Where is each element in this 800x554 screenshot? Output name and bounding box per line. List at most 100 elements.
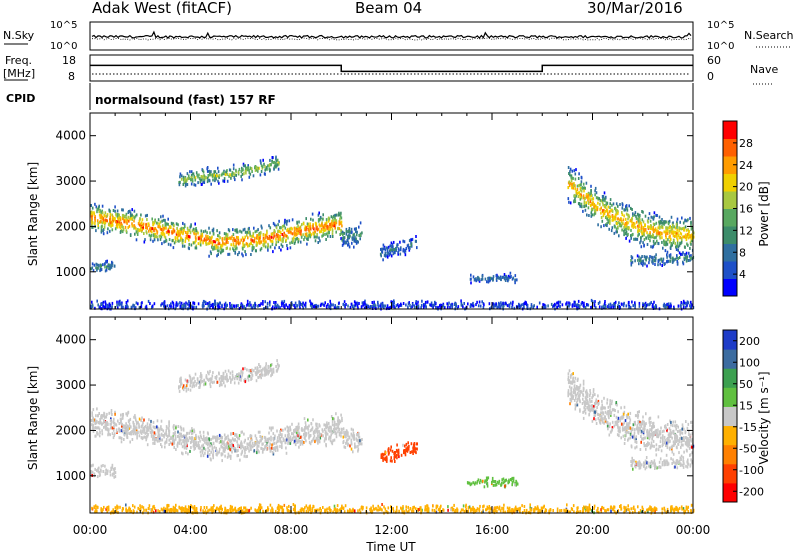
power-cell: [689, 246, 691, 250]
power-cell: [526, 306, 528, 310]
power-cell: [200, 178, 202, 182]
power-cell: [104, 300, 107, 304]
power-cell: [310, 305, 313, 308]
velocity-cell: [223, 375, 225, 379]
power-cell: [177, 302, 179, 306]
velocity-cell: [141, 437, 144, 441]
velocity-cell: [227, 434, 229, 438]
power-cell: [172, 238, 174, 242]
velocity-cell: [318, 432, 321, 436]
power-cell: [194, 178, 196, 182]
power-cell: [590, 306, 592, 309]
velocity-cell: [113, 425, 115, 428]
power-cell: [232, 167, 235, 171]
velocity-cell: [194, 372, 197, 376]
power-cell: [232, 228, 234, 232]
velocity-cell: [209, 457, 212, 461]
power-cell: [100, 268, 102, 272]
power-cell: [258, 239, 260, 243]
power-cell: [264, 245, 267, 249]
power-cell: [118, 213, 120, 217]
power-cell: [97, 206, 100, 210]
power-cell: [332, 224, 335, 228]
power-cell: [277, 223, 279, 227]
power-cell: [241, 168, 244, 172]
velocity-cell: [207, 450, 209, 454]
power-cell: [254, 304, 257, 307]
power-cell: [618, 301, 620, 305]
power-cell: [679, 236, 682, 239]
velocity-cell: [229, 376, 231, 380]
power-cell: [635, 220, 638, 224]
velocity-cell: [178, 385, 180, 389]
power-cell: [174, 240, 177, 243]
power-cell: [222, 170, 225, 174]
power-cell: [217, 166, 219, 170]
power-cell: [109, 219, 111, 223]
power-cell: [451, 304, 454, 308]
power-cell: [624, 217, 627, 221]
power-cell: [691, 303, 693, 307]
power-cell: [593, 303, 596, 307]
power-cell: [523, 306, 525, 310]
power-cell: [478, 278, 481, 282]
power-cell: [307, 238, 309, 241]
power-cell: [244, 243, 246, 247]
power-cell: [471, 303, 473, 307]
velocity-cell: [318, 430, 320, 434]
power-cell: [638, 224, 641, 228]
power-cell: [329, 235, 332, 238]
power-cell: [251, 248, 254, 252]
velocity-cell: [411, 450, 413, 454]
power-cell: [92, 225, 94, 229]
power-cell: [367, 304, 369, 308]
velocity-cell: [256, 439, 258, 443]
power-cell: [249, 232, 251, 236]
power-cell: [670, 227, 673, 231]
power-cell: [658, 258, 661, 262]
power-cell: [341, 230, 344, 234]
velocity-cell: [140, 431, 143, 435]
power-cell: [177, 234, 180, 238]
velocity-cell: [254, 371, 257, 375]
velocity-cell: [492, 483, 495, 487]
power-cell: [469, 303, 472, 307]
power-cell: [282, 234, 285, 238]
power-cell: [94, 222, 96, 225]
velocity-cell: [97, 421, 100, 425]
velocity-cell: [269, 368, 272, 372]
power-cell: [225, 234, 228, 238]
velocity-cell: [212, 441, 215, 445]
velocity-cell: [152, 434, 155, 438]
velocity-cell: [227, 369, 230, 373]
power-cell: [514, 278, 516, 282]
velocity-cell: [182, 452, 184, 456]
velocity-cell: [186, 379, 189, 383]
power-cell: [633, 222, 636, 226]
power-cell: [685, 251, 688, 255]
power-cell: [242, 254, 244, 258]
velocity-cell: [107, 430, 110, 434]
power-cell: [199, 235, 202, 239]
power-cell: [676, 225, 678, 229]
velocity-cell: [100, 414, 103, 418]
velocity-cell: [218, 371, 220, 375]
power-cell: [584, 204, 586, 208]
power-cell: [602, 214, 605, 218]
power-cell: [185, 301, 187, 305]
power-cell: [627, 221, 629, 225]
power-cell: [604, 197, 606, 201]
velocity-cell: [682, 443, 684, 447]
power-cell: [178, 239, 180, 243]
power-cell: [172, 227, 175, 231]
velocity-cell: [236, 435, 238, 438]
power-cell: [302, 233, 304, 237]
velocity-cell: [104, 471, 107, 475]
power-cell: [322, 213, 324, 217]
velocity-cell: [209, 382, 211, 386]
power-cell: [683, 301, 686, 305]
power-cell: [357, 240, 359, 244]
power-cell: [399, 240, 401, 244]
power-cell: [665, 243, 667, 247]
power-cell: [304, 303, 306, 307]
